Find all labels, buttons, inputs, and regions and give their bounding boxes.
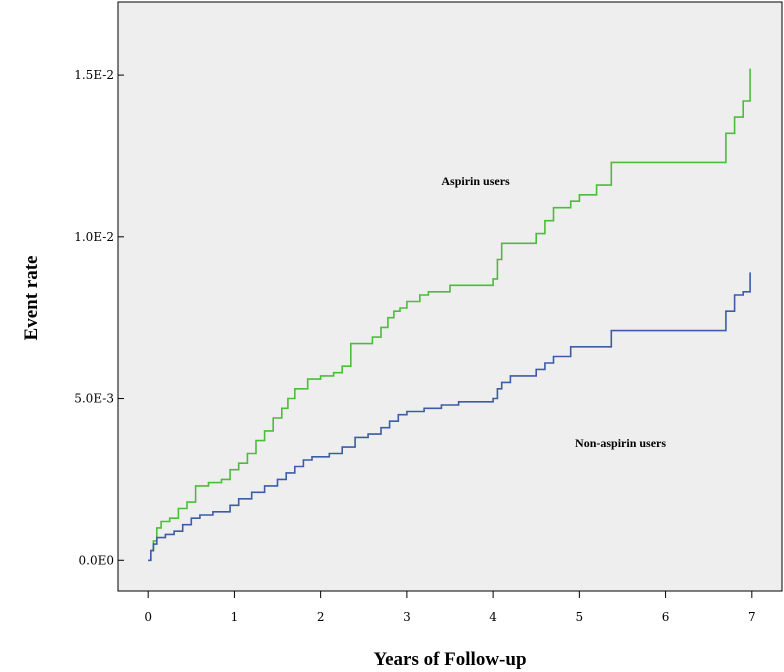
x-tick-label: 2 [317,610,325,624]
series-line-aspirin-users [148,68,751,562]
plot-background [117,1,783,592]
y-axis-title: Event rate [21,256,42,341]
x-tick-label: 4 [489,610,497,624]
y-axis: 0.0E0 5.0E-3 1.0E-2 1.5E-2 [74,68,124,567]
y-tick-label: 0.0E0 [79,553,114,567]
annotation-label: Aspirin users [441,174,510,188]
x-axis-title: Years of Follow-up [373,649,526,670]
x-tick-label: 1 [231,610,239,624]
series-line-non-aspirin-users [148,272,751,562]
x-tick-label: 5 [576,610,584,624]
x-tick-label: 3 [403,610,411,624]
annotation-label: Non-aspirin users [575,436,666,450]
y-tick-label: 1.5E-2 [74,68,114,82]
annotation-layer: Aspirin users Non-aspirin users [441,174,666,450]
y-tick-label: 1.0E-2 [74,230,114,244]
y-tick-label: 5.0E-3 [74,392,114,406]
x-tick-label: 6 [662,610,670,624]
x-axis: 0 1 2 3 4 5 6 7 [144,591,756,624]
x-tick-label: 7 [748,610,756,624]
x-tick-label: 0 [144,610,152,624]
series-layer [148,68,751,562]
